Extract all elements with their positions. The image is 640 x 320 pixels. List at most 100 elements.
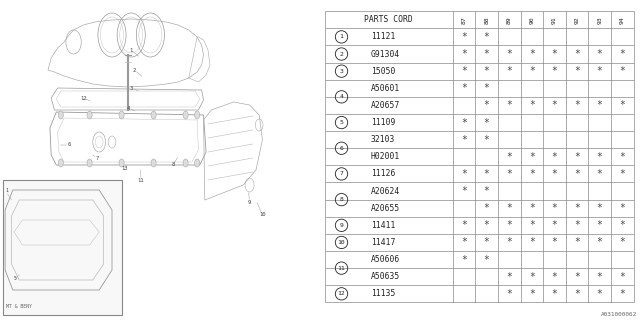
Text: *: * bbox=[484, 186, 490, 196]
Text: A20657: A20657 bbox=[371, 101, 400, 110]
Text: *: * bbox=[506, 237, 512, 247]
Text: *: * bbox=[552, 169, 557, 179]
Text: *: * bbox=[484, 135, 490, 145]
Text: *: * bbox=[552, 237, 557, 247]
Circle shape bbox=[151, 159, 156, 167]
Text: *: * bbox=[461, 66, 467, 76]
Text: *: * bbox=[574, 289, 580, 299]
Text: G91304: G91304 bbox=[371, 50, 400, 59]
Circle shape bbox=[195, 159, 200, 167]
Text: *: * bbox=[484, 203, 490, 213]
Text: *: * bbox=[506, 203, 512, 213]
Text: A20655: A20655 bbox=[371, 204, 400, 213]
Text: *: * bbox=[574, 49, 580, 59]
Text: 5: 5 bbox=[340, 120, 344, 125]
Text: *: * bbox=[596, 49, 603, 59]
Text: *: * bbox=[574, 272, 580, 282]
Circle shape bbox=[58, 111, 63, 119]
Text: 1: 1 bbox=[5, 188, 8, 193]
Text: *: * bbox=[552, 272, 557, 282]
Text: *: * bbox=[620, 100, 625, 110]
Text: *: * bbox=[529, 237, 535, 247]
Circle shape bbox=[58, 159, 63, 167]
Text: 1: 1 bbox=[129, 47, 133, 52]
Text: *: * bbox=[461, 169, 467, 179]
Text: *: * bbox=[461, 237, 467, 247]
Text: *: * bbox=[620, 66, 625, 76]
Text: *: * bbox=[484, 117, 490, 128]
Text: *: * bbox=[574, 152, 580, 162]
Text: *: * bbox=[529, 100, 535, 110]
Text: 13: 13 bbox=[122, 165, 128, 171]
Text: *: * bbox=[506, 49, 512, 59]
Text: PARTS CORD: PARTS CORD bbox=[364, 15, 413, 24]
Text: 89: 89 bbox=[507, 16, 512, 24]
FancyBboxPatch shape bbox=[3, 180, 122, 315]
Text: 11135: 11135 bbox=[371, 289, 396, 298]
Text: 11109: 11109 bbox=[371, 118, 396, 127]
Circle shape bbox=[119, 159, 124, 167]
Text: *: * bbox=[484, 255, 490, 265]
Text: *: * bbox=[552, 203, 557, 213]
Text: *: * bbox=[574, 203, 580, 213]
Text: *: * bbox=[484, 169, 490, 179]
Text: *: * bbox=[596, 272, 603, 282]
Text: *: * bbox=[484, 220, 490, 230]
Text: *: * bbox=[596, 220, 603, 230]
Text: *: * bbox=[484, 100, 490, 110]
Text: 88: 88 bbox=[484, 16, 489, 24]
Text: A50635: A50635 bbox=[371, 272, 400, 281]
Text: *: * bbox=[620, 237, 625, 247]
Text: 10: 10 bbox=[338, 240, 346, 245]
Text: 3: 3 bbox=[129, 85, 133, 91]
Text: 8: 8 bbox=[340, 197, 344, 202]
Text: 93: 93 bbox=[597, 16, 602, 24]
Text: 32103: 32103 bbox=[371, 135, 396, 144]
Text: 8: 8 bbox=[171, 163, 175, 167]
Text: *: * bbox=[620, 152, 625, 162]
Text: *: * bbox=[620, 220, 625, 230]
Text: 11411: 11411 bbox=[371, 221, 396, 230]
Text: *: * bbox=[574, 66, 580, 76]
Text: *: * bbox=[620, 203, 625, 213]
Text: *: * bbox=[461, 117, 467, 128]
Text: 1: 1 bbox=[340, 34, 344, 39]
Text: *: * bbox=[620, 289, 625, 299]
Text: 15050: 15050 bbox=[371, 67, 396, 76]
Text: 4: 4 bbox=[340, 94, 344, 99]
Text: 91: 91 bbox=[552, 16, 557, 24]
Text: 6: 6 bbox=[340, 146, 344, 151]
Text: *: * bbox=[461, 186, 467, 196]
Text: A50606: A50606 bbox=[371, 255, 400, 264]
Text: *: * bbox=[529, 66, 535, 76]
Text: 9: 9 bbox=[248, 199, 252, 204]
Text: *: * bbox=[506, 272, 512, 282]
Circle shape bbox=[87, 159, 92, 167]
Text: *: * bbox=[529, 152, 535, 162]
Text: *: * bbox=[506, 66, 512, 76]
Text: *: * bbox=[596, 237, 603, 247]
Text: *: * bbox=[529, 220, 535, 230]
Text: 5: 5 bbox=[14, 276, 17, 281]
Text: 11: 11 bbox=[338, 266, 346, 271]
Circle shape bbox=[195, 111, 200, 119]
Text: 11126: 11126 bbox=[371, 169, 396, 179]
Text: 2: 2 bbox=[340, 52, 344, 57]
Text: *: * bbox=[506, 152, 512, 162]
Text: 12: 12 bbox=[80, 95, 86, 100]
Circle shape bbox=[151, 111, 156, 119]
Text: H02001: H02001 bbox=[371, 152, 400, 161]
Text: *: * bbox=[484, 237, 490, 247]
Text: MT & BENY: MT & BENY bbox=[6, 304, 32, 309]
Text: 90: 90 bbox=[529, 16, 534, 24]
Text: *: * bbox=[529, 203, 535, 213]
Text: *: * bbox=[552, 100, 557, 110]
Text: *: * bbox=[552, 66, 557, 76]
Circle shape bbox=[183, 159, 188, 167]
Text: *: * bbox=[461, 255, 467, 265]
Text: *: * bbox=[574, 237, 580, 247]
Circle shape bbox=[119, 111, 124, 119]
Text: *: * bbox=[620, 272, 625, 282]
Text: *: * bbox=[552, 220, 557, 230]
Text: 7: 7 bbox=[340, 172, 344, 176]
